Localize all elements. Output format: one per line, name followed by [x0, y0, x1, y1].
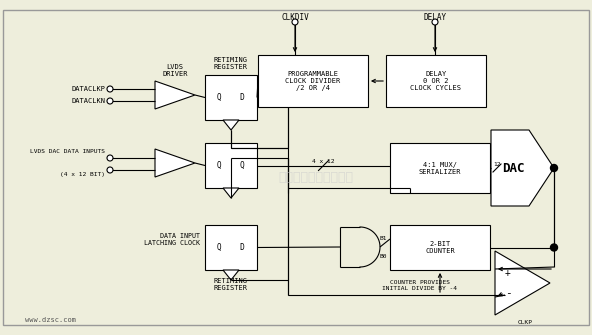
Text: CLKP: CLKP — [517, 320, 532, 325]
Circle shape — [432, 19, 438, 25]
Text: B0: B0 — [379, 255, 387, 260]
Text: DATACLKN: DATACLKN — [71, 98, 105, 104]
Text: LVDS
DRIVER: LVDS DRIVER — [162, 64, 188, 77]
Text: 4 x 12: 4 x 12 — [312, 159, 334, 164]
Circle shape — [107, 155, 113, 161]
Bar — [258, 55, 368, 107]
Circle shape — [107, 86, 113, 92]
Text: DELAY
0 OR 2
CLOCK CYCLES: DELAY 0 OR 2 CLOCK CYCLES — [410, 71, 462, 91]
Polygon shape — [223, 120, 239, 130]
Text: RETIMING
REGISTER: RETIMING REGISTER — [214, 57, 248, 70]
Bar — [390, 143, 490, 193]
Polygon shape — [491, 130, 554, 206]
Text: Q    D: Q D — [217, 93, 245, 102]
Text: LVDS DAC DATA INPUTS: LVDS DAC DATA INPUTS — [30, 149, 105, 154]
Text: 杭州特睿科技有限公司: 杭州特睿科技有限公司 — [278, 171, 353, 184]
Text: www.dzsc.com: www.dzsc.com — [25, 317, 76, 323]
Circle shape — [292, 19, 298, 25]
Text: DAC: DAC — [502, 161, 525, 175]
Text: Q    Q: Q Q — [217, 161, 245, 170]
Circle shape — [551, 244, 558, 251]
Circle shape — [107, 98, 113, 104]
Text: PROGRAMMABLE
CLOCK DIVIDER
/2 OR /4: PROGRAMMABLE CLOCK DIVIDER /2 OR /4 — [285, 71, 340, 91]
Text: 2-BIT
COUNTER: 2-BIT COUNTER — [425, 241, 455, 254]
Text: -: - — [504, 288, 511, 298]
Bar — [386, 55, 486, 107]
Bar — [205, 143, 257, 188]
Bar — [205, 225, 257, 270]
Text: 4:1 MUX/
SERIALIZER: 4:1 MUX/ SERIALIZER — [419, 161, 461, 175]
Polygon shape — [223, 270, 239, 280]
Text: +: + — [505, 268, 511, 278]
Text: COUNTER PROVIDES
INITIAL DIVIDE BY -4: COUNTER PROVIDES INITIAL DIVIDE BY -4 — [382, 280, 458, 291]
Text: B1: B1 — [379, 237, 387, 242]
Text: CLKDIV: CLKDIV — [281, 13, 309, 22]
Circle shape — [551, 164, 558, 172]
Text: DELAY: DELAY — [423, 13, 446, 22]
Polygon shape — [223, 188, 239, 198]
Text: DATACLKP: DATACLKP — [71, 86, 105, 92]
Text: RETIMING
REGISTER: RETIMING REGISTER — [214, 278, 248, 291]
Polygon shape — [155, 81, 195, 109]
Text: DATA INPUT
LATCHING CLOCK: DATA INPUT LATCHING CLOCK — [144, 233, 200, 246]
Text: 12: 12 — [493, 161, 500, 166]
Polygon shape — [495, 251, 550, 315]
Bar — [205, 75, 257, 120]
Text: (4 x 12 BIT): (4 x 12 BIT) — [60, 172, 105, 177]
Bar — [390, 225, 490, 270]
Polygon shape — [155, 149, 195, 177]
Text: Q    D: Q D — [217, 243, 245, 252]
Circle shape — [107, 167, 113, 173]
